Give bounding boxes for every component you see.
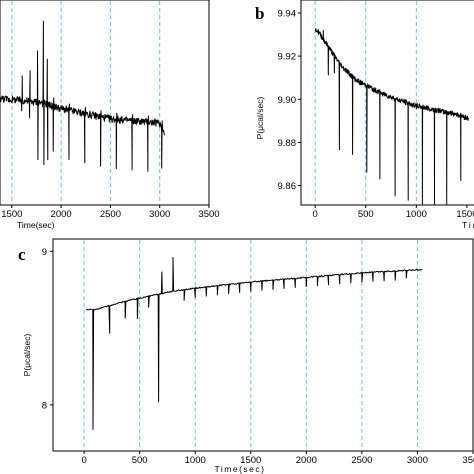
panel-c-x-tick-label: 3000 bbox=[407, 455, 428, 466]
panel-c-series-line bbox=[85, 256, 423, 430]
panel-b-y-tick-label: 9.90 bbox=[278, 95, 297, 106]
panel-c-x-tick-label: 1000 bbox=[185, 455, 206, 466]
panel-c-letter: c bbox=[18, 245, 26, 264]
panel-c-x-tick-label: 0 bbox=[81, 455, 86, 466]
panel-c-x-tick-label: 500 bbox=[132, 455, 148, 466]
panel-a-x-axis-label: Time(sec) bbox=[17, 220, 55, 230]
panel-b-x-tick-label: 0 bbox=[313, 209, 318, 220]
panel-c: c 8 9 0 500 1000 1500 2000 2500 3000 3500 P(μcal… bbox=[18, 238, 474, 474]
panel-b-y-tick-label: 9.86 bbox=[278, 181, 297, 192]
panel-c-x-tick-label: 2500 bbox=[351, 455, 372, 466]
panel-b-x-tick-label: 500 bbox=[358, 209, 374, 220]
panel-a-x-tick-label: 2000 bbox=[51, 209, 72, 220]
panel-c-y-tick-label: 9 bbox=[42, 247, 47, 258]
panel-a-x-tick-label: 2500 bbox=[100, 209, 121, 220]
panel-a-frame bbox=[0, 0, 210, 206]
panel-b-x-tick-label: 1000 bbox=[406, 209, 427, 220]
panel-c-y-tick-label: 8 bbox=[42, 400, 47, 411]
panel-b-frame bbox=[300, 0, 474, 206]
panel-a-x-tick-label: 3000 bbox=[149, 209, 170, 220]
panel-b-x-axis-label: Time bbox=[462, 220, 474, 230]
panel-b-y-tick-label: 9.94 bbox=[278, 8, 297, 19]
panel-b-y-tick-label: 9.92 bbox=[278, 52, 297, 63]
panel-a-series-line bbox=[0, 20, 165, 172]
panel-b-y-axis-label: P(μcal/sec) bbox=[255, 96, 265, 139]
panel-b-letter: b bbox=[255, 4, 264, 23]
panel-a: 1500 2000 2500 3000 3500 Time(sec) bbox=[0, 0, 220, 230]
panel-b-y-tick-label: 9.88 bbox=[278, 138, 297, 149]
panel-c-x-axis-label: Time(sec) bbox=[215, 464, 266, 474]
panel-c-x-tick-label: 3500 bbox=[462, 455, 474, 466]
panel-b-x-tick-label: 1500 bbox=[456, 209, 474, 220]
panel-c-x-tick-label: 1500 bbox=[240, 455, 261, 466]
panel-c-y-axis-label: P(μcal/sec) bbox=[22, 333, 32, 376]
panel-a-x-tick-label: 3500 bbox=[198, 209, 219, 220]
panel-c-frame bbox=[52, 238, 474, 452]
panel-b-series-line bbox=[314, 27, 470, 205]
panel-a-x-tick-label: 1500 bbox=[1, 209, 22, 220]
panel-c-x-tick-label: 2000 bbox=[296, 455, 317, 466]
panel-b: b 9.86 9.88 9.90 9.92 9.94 0 500 1000 1500 P(μc… bbox=[255, 0, 474, 230]
